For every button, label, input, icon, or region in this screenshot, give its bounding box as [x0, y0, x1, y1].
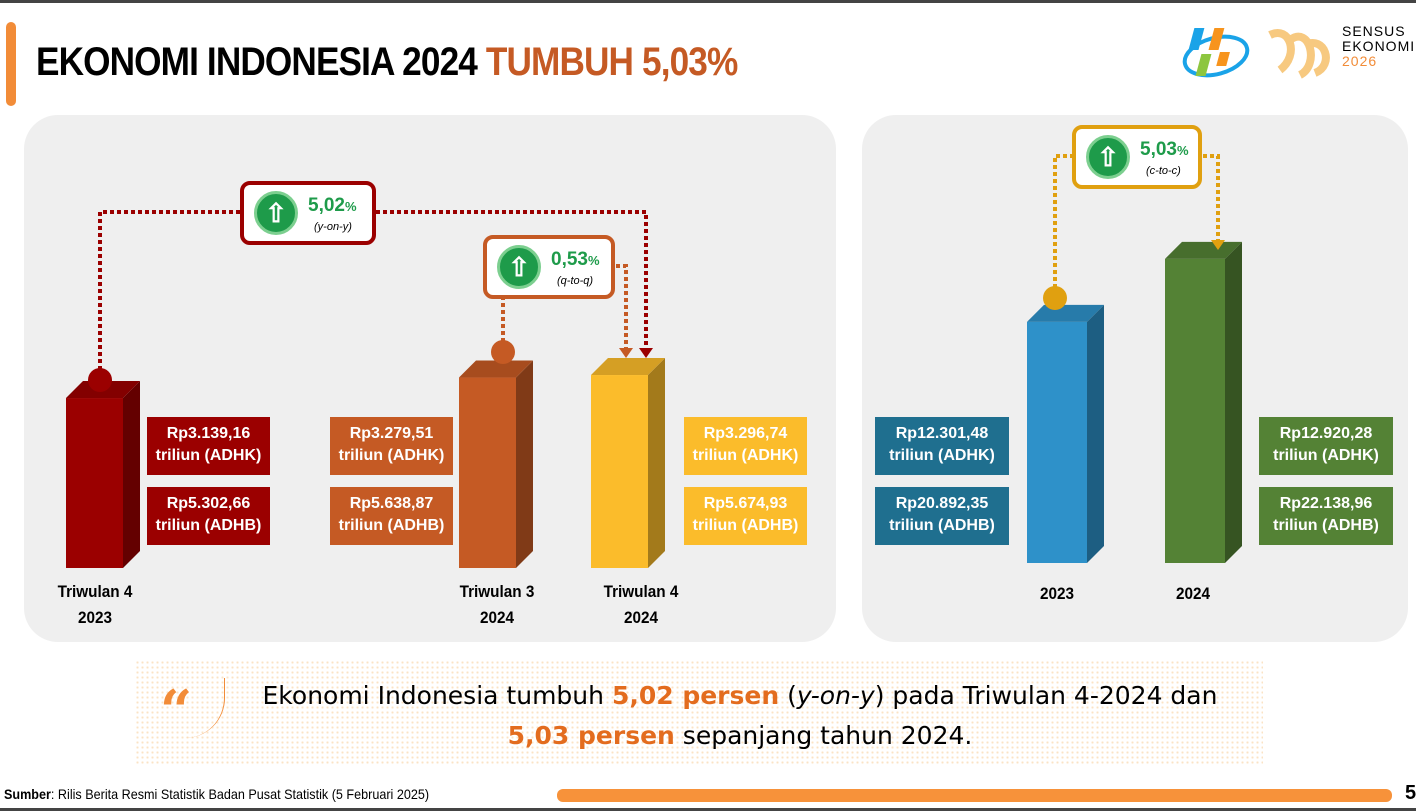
growth-badge: ⇧ 5,02% (y-on-y): [240, 181, 376, 245]
footer-bar: [557, 789, 1392, 802]
quote-background: [135, 660, 1263, 766]
value-label-adhb: Rp22.138,96 triliun (ADHB): [1259, 487, 1393, 545]
logo-line: SENSUS: [1342, 23, 1406, 39]
growth-type: (c-to-c): [1146, 165, 1181, 177]
dotted-connector: [501, 264, 628, 348]
value-label-adhk: Rp3.279,51 triliun (ADHK): [330, 417, 453, 475]
bar: [1165, 258, 1225, 563]
quote-text: Ekonomi Indonesia tumbuh 5,02 persen (y-…: [262, 681, 1218, 750]
growth-value: 0,53%: [551, 249, 600, 270]
bar-side: [1225, 241, 1242, 563]
category-label: Triwulan 4 2023: [57, 582, 133, 627]
title-highlight: TUMBUH 5,03%: [485, 40, 738, 84]
bar-top: [591, 358, 665, 376]
category-label: Triwulan 4 2024: [603, 582, 679, 627]
start-dot: [1043, 286, 1067, 310]
value-label-adhk: Rp3.296,74 triliun (ADHK): [684, 417, 807, 475]
up-arrow-icon: ⇧: [1086, 135, 1130, 179]
value-label-adhk: Rp12.920,28 triliun (ADHK): [1259, 417, 1393, 475]
page-title: EKONOMI INDONESIA 2024 TUMBUH 5,03%: [36, 40, 738, 85]
quarterly-panel: [24, 115, 836, 642]
category-label: 2023: [1039, 584, 1075, 603]
logo-line: 2026: [1342, 53, 1378, 69]
arrow-head-icon: [1211, 240, 1225, 250]
start-dot: [88, 368, 112, 392]
bar-chart: [66, 154, 1242, 568]
source-note: Sumber: Rilis Berita Resmi Statistik Bad…: [4, 786, 430, 802]
arrow-head-icon: [619, 348, 633, 358]
growth-value: 5,03%: [1140, 139, 1189, 160]
bar: [1027, 321, 1087, 563]
title-main: EKONOMI INDONESIA 2024: [36, 40, 478, 84]
bar-top: [1165, 241, 1242, 259]
value-label-adhb: Rp20.892,35 triliun (ADHB): [875, 487, 1009, 545]
growth-value: 5,02%: [308, 195, 357, 216]
page-number: 5: [1405, 782, 1416, 804]
value-label-adhb: Rp5.674,93 triliun (ADHB): [684, 487, 807, 545]
bottom-border: [0, 808, 1416, 811]
growth-badge: ⇧ 0,53% (q-to-q): [483, 235, 615, 299]
annual-panel: [862, 115, 1408, 642]
arrow-head-icon: [639, 348, 653, 358]
value-label-adhb: Rp5.302,66 triliun (ADHB): [147, 487, 270, 545]
sensus-logo-text: SENSUS EKONOMI 2026: [1342, 24, 1415, 69]
up-arrow-icon: ⇧: [254, 191, 298, 235]
title-accent-bar: [6, 22, 16, 106]
growth-type: (q-to-q): [557, 275, 594, 287]
up-arrow-icon: ⇧: [497, 245, 541, 289]
start-dot: [491, 340, 515, 364]
category-label: 2024: [1175, 584, 1211, 603]
sensus-ribbon-icon: [1265, 25, 1335, 80]
bar: [459, 377, 516, 568]
value-label-adhk: Rp3.139,16 triliun (ADHK): [147, 417, 270, 475]
bar-top: [459, 360, 533, 378]
bar: [66, 398, 123, 568]
bar-side: [1087, 304, 1104, 563]
bar-side: [648, 358, 665, 568]
bar-side: [516, 360, 533, 568]
growth-badge: ⇧ 5,03% (c-to-c): [1072, 125, 1202, 189]
bar: [591, 375, 648, 568]
value-label-adhb: Rp5.638,87 triliun (ADHB): [330, 487, 453, 545]
bps-logo-icon: [1182, 22, 1252, 84]
category-label: Triwulan 3 2024: [459, 582, 535, 627]
top-border: [0, 0, 1416, 3]
logo-line: EKONOMI: [1342, 38, 1416, 54]
growth-type: (y-on-y): [314, 221, 352, 233]
bar-side: [123, 381, 140, 568]
bar-top: [1027, 304, 1104, 322]
value-label-adhk: Rp12.301,48 triliun (ADHK): [875, 417, 1009, 475]
